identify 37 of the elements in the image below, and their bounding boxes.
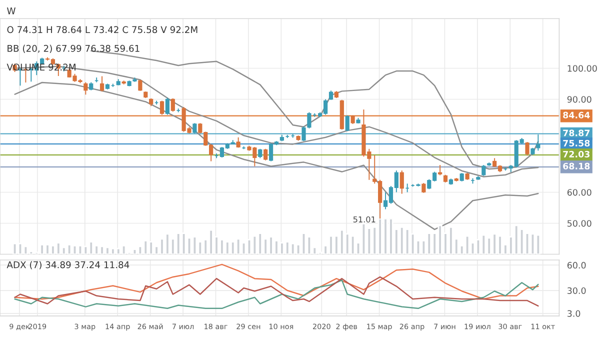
candlestick [170,98,175,112]
line-series [90,50,539,170]
candlestick [192,122,197,134]
candlestick [438,164,442,176]
candlestick [138,79,142,92]
y-tick-label: 50.00 [568,220,592,227]
candlestick [165,97,170,116]
ref-line-label: 72.03 [563,150,590,158]
candlestick [345,114,350,132]
y-tick-label: 60.00 [567,189,592,196]
annotation: ADX (7) 34.89 37.24 11.84 [6,261,130,270]
annotation: BB (20, 2) 67.99 76.38 59.61 [8,44,140,53]
y-tick-label: 3.0 [568,310,580,317]
annotation: 51.01 [353,216,376,222]
candlestick [525,142,530,156]
y-tick-label: 30.0 [568,287,586,294]
ref-line-label: 75.58 [563,140,590,146]
y-tick-label: 100.00 [568,65,597,72]
ref-line-label: 68.18 [563,162,590,170]
candlestick [482,164,486,176]
candlestick [422,182,426,194]
candlestick [84,82,88,96]
candlestick [100,76,104,92]
candlestick [302,126,306,142]
y-tick-label: 90.00 [567,96,592,103]
candlestick [307,112,312,129]
ref-line-label: 78.87 [563,130,590,136]
candlestick [258,148,262,159]
y-tick-label: 60.0 [567,262,586,269]
annotation: O 74.31 H 78.64 L 73.42 C 75.58 V 92.2M [7,26,198,34]
candlestick [536,134,540,152]
candlestick [328,90,334,100]
ref-line-label: 84.64 [563,112,590,118]
line-series [14,82,539,230]
text: W [7,8,16,14]
candlestick [264,148,268,161]
candlestick [400,170,404,194]
